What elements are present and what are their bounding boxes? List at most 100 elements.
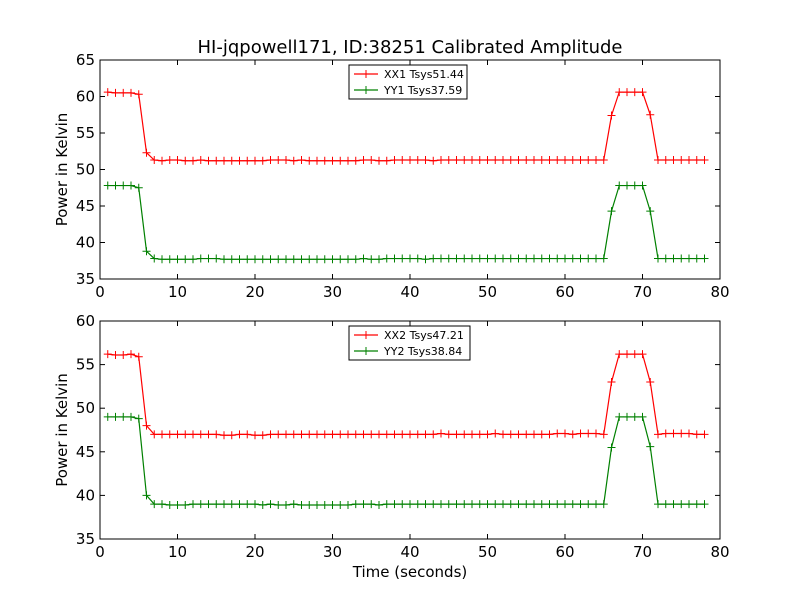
- data-point: [615, 350, 624, 359]
- data-point: [119, 181, 128, 190]
- data-point: [235, 255, 244, 264]
- data-point: [685, 500, 693, 509]
- data-point: [499, 500, 507, 509]
- data-point: [475, 500, 484, 509]
- data-point: [460, 430, 469, 439]
- data-point: [460, 156, 469, 165]
- data-point: [158, 500, 166, 509]
- data-point: [336, 500, 345, 509]
- data-point: [437, 254, 445, 263]
- data-point: [623, 412, 631, 421]
- data-point: [196, 500, 205, 509]
- y-tick-label: 65: [76, 51, 95, 69]
- data-point: [460, 500, 469, 509]
- data-point: [429, 156, 438, 165]
- data-point: [258, 156, 267, 165]
- x-tick-label: 40: [400, 543, 419, 561]
- data-point: [592, 500, 600, 509]
- data-point: [305, 255, 314, 264]
- data-point: [568, 500, 577, 509]
- data-point: [483, 430, 492, 439]
- data-point: [514, 500, 523, 509]
- data-point: [251, 156, 259, 165]
- data-point: [150, 156, 159, 165]
- y-tick-label: 50: [76, 161, 95, 179]
- data-point: [468, 254, 476, 263]
- data-point: [313, 255, 321, 264]
- data-point: [421, 430, 430, 439]
- data-point: [336, 430, 345, 439]
- data-point: [561, 500, 569, 509]
- data-point: [444, 254, 453, 263]
- data-point: [685, 156, 693, 165]
- legend-item: YY1 Tsys37.59: [354, 84, 462, 97]
- data-point: [669, 254, 678, 263]
- series-yy: [103, 412, 709, 509]
- data-point: [390, 430, 399, 439]
- data-point: [491, 254, 500, 263]
- data-point: [382, 500, 391, 509]
- data-point: [514, 254, 523, 263]
- data-point: [413, 156, 422, 165]
- x-tick-label: 20: [245, 283, 264, 301]
- data-point: [103, 181, 112, 190]
- data-point: [328, 430, 337, 439]
- data-point: [266, 500, 275, 509]
- x-tick-label: 70: [633, 543, 652, 561]
- data-point: [181, 500, 190, 509]
- data-point: [468, 156, 476, 165]
- x-tick-label: 50: [478, 283, 497, 301]
- data-point: [584, 254, 593, 263]
- y-tick-label: 50: [76, 399, 95, 417]
- legend-marker: [362, 331, 370, 339]
- data-point: [282, 430, 290, 439]
- data-point: [661, 500, 670, 509]
- data-point: [142, 148, 151, 157]
- data-point: [367, 430, 376, 439]
- data-point: [537, 430, 546, 439]
- data-point: [638, 88, 647, 97]
- y-tick-label: 35: [76, 530, 95, 548]
- data-point: [646, 110, 655, 119]
- data-point: [320, 430, 329, 439]
- legend-label: XX2 Tsys47.21: [384, 329, 464, 342]
- data-point: [390, 500, 399, 509]
- data-point: [375, 156, 383, 165]
- data-point: [103, 88, 112, 97]
- data-point: [514, 430, 523, 439]
- data-point: [413, 254, 422, 263]
- x-tick-label: 80: [710, 283, 729, 301]
- data-point: [359, 500, 368, 509]
- data-point: [313, 430, 321, 439]
- data-point: [406, 430, 414, 439]
- data-point: [282, 255, 290, 264]
- data-point: [235, 156, 244, 165]
- data-point: [615, 88, 624, 97]
- x-tick-label: 50: [478, 543, 497, 561]
- data-point: [406, 500, 414, 509]
- data-point: [553, 254, 562, 263]
- data-point: [243, 255, 252, 264]
- data-point: [468, 500, 476, 509]
- data-point: [336, 255, 345, 264]
- x-tick-label: 80: [710, 543, 729, 561]
- y-tick-label: 45: [76, 443, 95, 461]
- data-point: [251, 500, 259, 509]
- data-point: [406, 156, 414, 165]
- data-point: [212, 156, 221, 165]
- data-point: [165, 500, 174, 509]
- data-point: [677, 156, 686, 165]
- data-point: [437, 156, 445, 165]
- data-point: [413, 430, 422, 439]
- data-point: [367, 500, 376, 509]
- data-point: [483, 254, 492, 263]
- data-point: [646, 442, 655, 451]
- data-point: [328, 156, 337, 165]
- data-point: [599, 156, 608, 165]
- data-point: [351, 430, 360, 439]
- data-point: [421, 156, 430, 165]
- data-point: [243, 156, 252, 165]
- x-tick-label: 0: [95, 543, 105, 561]
- data-point: [204, 500, 213, 509]
- x-tick-label: 30: [323, 283, 342, 301]
